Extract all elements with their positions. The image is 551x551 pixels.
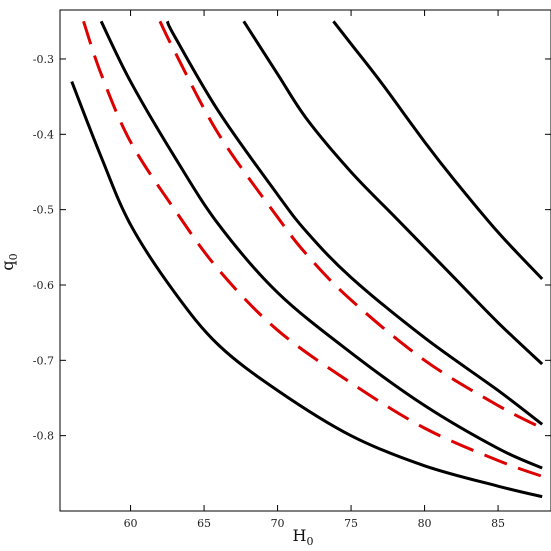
y-tick-label: -0.3 <box>33 53 54 66</box>
x-tick-label: 80 <box>418 517 432 530</box>
x-tick-label: 85 <box>491 517 505 530</box>
y-tick-label: -0.7 <box>33 354 54 367</box>
x-tick-label: 60 <box>124 517 138 530</box>
x-axis-title: H0 <box>293 526 314 548</box>
solid-curve-3 <box>99 20 543 470</box>
y-tick-label: -0.8 <box>33 430 54 443</box>
y-axis-title: q0 <box>0 253 20 270</box>
solid-curve-7 <box>332 20 544 280</box>
y-tick-label: -0.4 <box>33 128 54 141</box>
dashed-curve-2 <box>82 20 543 478</box>
x-tick-label: 65 <box>197 517 211 530</box>
curves <box>70 20 544 499</box>
y-axis-ticks: -0.3 -0.4 -0.5 -0.6 -0.7 -0.8 <box>33 53 551 443</box>
x-tick-label: 75 <box>344 517 358 530</box>
plot-frame <box>59 9 551 512</box>
solid-curve-1 <box>70 81 543 499</box>
solid-curve-5 <box>165 20 544 426</box>
dashed-curve-4 <box>158 20 543 430</box>
x-tick-label: 70 <box>271 517 285 530</box>
y-tick-label: -0.6 <box>33 279 54 292</box>
y-tick-label: -0.5 <box>33 204 54 217</box>
solid-curve-6 <box>242 20 544 366</box>
x-axis-ticks: 60 65 70 75 80 85 <box>124 10 505 530</box>
